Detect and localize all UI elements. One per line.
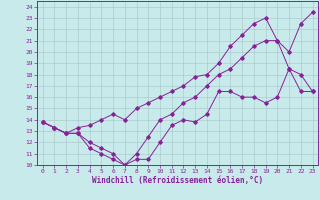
- X-axis label: Windchill (Refroidissement éolien,°C): Windchill (Refroidissement éolien,°C): [92, 176, 263, 185]
